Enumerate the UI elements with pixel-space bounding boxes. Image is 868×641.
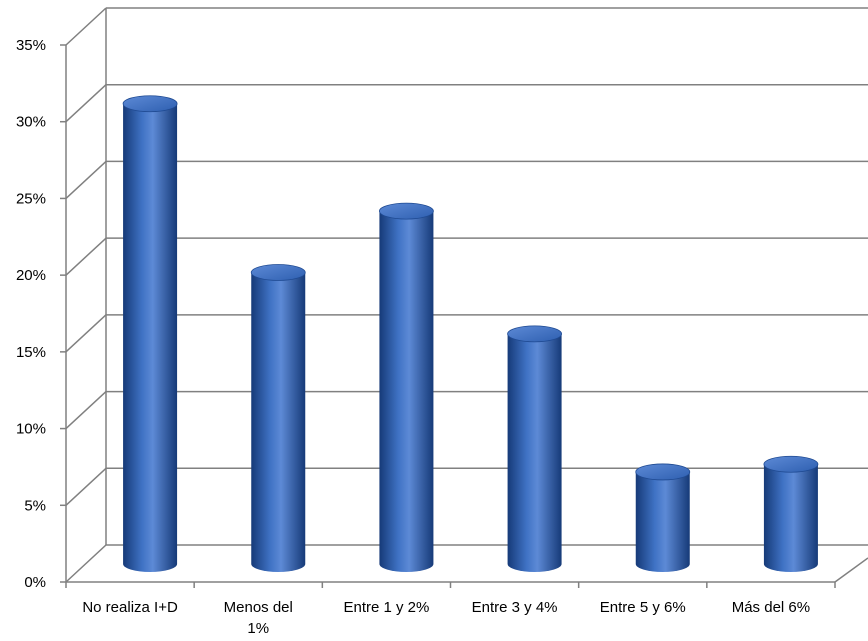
bar	[635, 463, 691, 572]
gridlines	[65, 7, 868, 545]
bar-body	[251, 272, 306, 572]
y-tick-label: 25%	[16, 190, 46, 207]
x-tick-label: Más del 6%	[732, 599, 810, 616]
gridline-diagonal	[65, 84, 107, 123]
bar	[250, 264, 306, 572]
bar	[379, 202, 434, 572]
y-tick-label: 35%	[16, 37, 46, 54]
y-tick-labels: 0% 5% 10% 15% 20% 25% 30% 35%	[16, 37, 46, 591]
x-tick-labels: No realiza I+D Menos del 1% Entre 1 y 2% Ent…	[82, 599, 810, 637]
x-tick-label: Entre 3 y 4%	[472, 599, 558, 616]
axes	[60, 44, 868, 588]
y-tick-label: 10%	[16, 421, 46, 438]
y-tick-label: 15%	[16, 344, 46, 361]
bar-cap	[250, 264, 306, 281]
bar-body	[123, 103, 178, 572]
x-tick-label: Entre 5 y 6%	[600, 599, 686, 616]
gridline-diagonal	[65, 467, 107, 506]
bar-cap	[507, 325, 562, 343]
bar-cap	[763, 455, 819, 473]
bar-cap	[122, 95, 178, 113]
y-tick-label: 20%	[16, 267, 46, 284]
x-tick-label: 1%	[247, 620, 269, 637]
bars	[122, 95, 819, 572]
floor-back-edge	[65, 544, 868, 583]
gridline-diagonal	[65, 391, 107, 430]
y-tick-label: 0%	[24, 574, 46, 591]
x-tick-label: Menos del	[224, 599, 293, 616]
bar-body	[763, 464, 818, 572]
x-tick-label: Entre 1 y 2%	[343, 599, 429, 616]
bar-cap	[379, 202, 434, 220]
gridline-diagonal	[65, 314, 107, 353]
bar-body	[379, 211, 434, 572]
gridline-diagonal	[65, 160, 107, 199]
bar-cap	[635, 463, 691, 481]
y-tick-label: 5%	[24, 497, 46, 514]
x-tick-label: No realiza I+D	[82, 599, 178, 616]
floor-right-edge	[834, 557, 868, 583]
y-tick-label: 30%	[16, 114, 46, 131]
bar	[763, 455, 819, 572]
bar	[122, 95, 178, 572]
bar-body	[635, 471, 690, 572]
bar-body	[507, 333, 562, 572]
gridline-diagonal	[65, 237, 107, 276]
gridline-diagonal	[65, 7, 107, 46]
bar	[507, 325, 562, 572]
